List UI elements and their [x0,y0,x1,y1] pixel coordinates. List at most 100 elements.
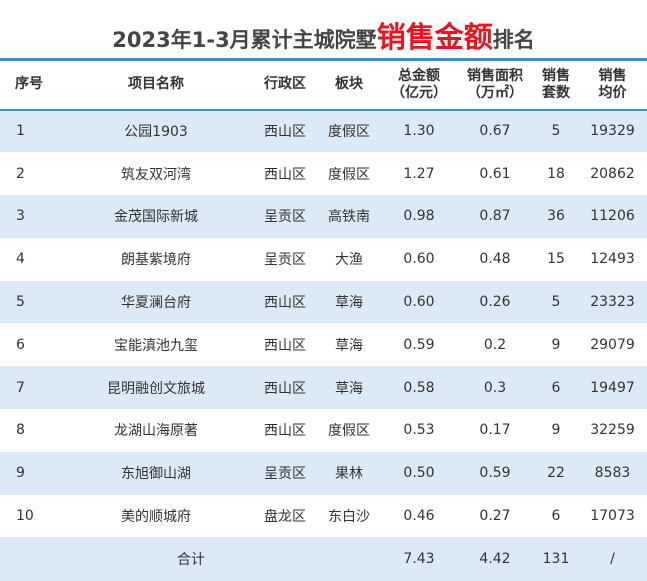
cell-project-name: 龙湖山海原著 [58,409,254,452]
cell-sales-units: 15 [534,238,578,281]
total-avg-price: / [578,537,647,581]
header-sales-units-line: 套数 [534,85,578,102]
cell-project-name: 筑友双河湾 [58,152,254,195]
cell-district: 西山区 [254,366,316,409]
header-rank: 序号 [0,60,58,110]
total-area: 4.42 [456,537,534,581]
header-district: 行政区 [254,60,316,110]
header-total-amount: 总金额（亿元） [382,60,456,110]
cell-sales-area: 0.48 [456,238,534,281]
cell-rank: 10 [0,495,58,538]
cell-sales-units: 9 [534,409,578,452]
cell-avg-price: 8583 [578,452,647,495]
header-sales-units-line: 销售 [534,68,578,85]
cell-avg-price: 29079 [578,323,647,366]
cell-sales-area: 0.17 [456,409,534,452]
cell-sales-area: 0.67 [456,110,534,153]
cell-total-amount: 1.30 [382,110,456,153]
cell-total-amount: 0.46 [382,495,456,538]
cell-district: 西山区 [254,409,316,452]
cell-sales-units: 6 [534,366,578,409]
cell-sales-area: 0.59 [456,452,534,495]
cell-project-name: 昆明融创文旅城 [58,366,254,409]
cell-avg-price: 12493 [578,238,647,281]
cell-rank: 8 [0,409,58,452]
cell-district: 西山区 [254,110,316,153]
cell-block: 高铁南 [316,195,382,238]
cell-avg-price: 20862 [578,152,647,195]
header-rank-line: 序号 [0,76,58,93]
header-project-name-line: 项目名称 [58,76,254,93]
cell-total-amount: 1.27 [382,152,456,195]
cell-avg-price: 23323 [578,281,647,324]
cell-sales-area: 0.26 [456,281,534,324]
header-sales-area: 销售面积（万㎡） [456,60,534,110]
cell-block: 度假区 [316,110,382,153]
cell-district: 西山区 [254,152,316,195]
cell-sales-units: 6 [534,495,578,538]
cell-sales-area: 0.61 [456,152,534,195]
cell-block: 东白沙 [316,495,382,538]
total-amount: 7.43 [382,537,456,581]
header-avg-price-line: 销售 [578,68,647,85]
cell-total-amount: 0.58 [382,366,456,409]
cell-rank: 2 [0,152,58,195]
cell-sales-units: 9 [534,323,578,366]
header-sales-area-line: 销售面积 [456,68,534,85]
cell-block: 草海 [316,281,382,324]
cell-rank: 4 [0,238,58,281]
header-total-amount-line: 总金额 [382,68,456,85]
cell-block: 果林 [316,452,382,495]
cell-avg-price: 19329 [578,110,647,153]
cell-sales-area: 0.2 [456,323,534,366]
cell-district: 盘龙区 [254,495,316,538]
total-units: 131 [534,537,578,581]
cell-total-amount: 0.60 [382,281,456,324]
cell-sales-units: 22 [534,452,578,495]
title-highlight: 销售金额 [377,20,493,54]
cell-project-name: 华夏澜台府 [58,281,254,324]
cell-project-name: 公园1903 [58,110,254,153]
header-avg-price-line: 均价 [578,85,647,102]
cell-rank: 6 [0,323,58,366]
cell-total-amount: 0.53 [382,409,456,452]
cell-rank: 3 [0,195,58,238]
cell-project-name: 朗基紫境府 [58,238,254,281]
page-title: 2023年1-3月累计主城院墅销售金额排名 [0,0,647,58]
cell-rank: 5 [0,281,58,324]
header-sales-units: 销售套数 [534,60,578,110]
total-label: 合计 [0,537,382,581]
cell-sales-units: 5 [534,281,578,324]
header-block: 板块 [316,60,382,110]
cell-block: 草海 [316,323,382,366]
cell-sales-units: 36 [534,195,578,238]
cell-project-name: 东旭御山湖 [58,452,254,495]
cell-district: 西山区 [254,323,316,366]
cell-district: 西山区 [254,281,316,324]
cell-avg-price: 11206 [578,195,647,238]
table-header: 序号项目名称行政区板块总金额（亿元）销售面积（万㎡）销售套数销售均价 [0,60,647,110]
cell-rank: 1 [0,110,58,153]
cell-district: 呈贡区 [254,452,316,495]
header-total-amount-line: （亿元） [382,85,456,102]
header-block-line: 板块 [316,76,382,93]
cell-sales-units: 5 [534,110,578,153]
cell-rank: 7 [0,366,58,409]
cell-sales-area: 0.3 [456,366,534,409]
cell-project-name: 金茂国际新城 [58,195,254,238]
cell-rank: 9 [0,452,58,495]
cell-sales-units: 18 [534,152,578,195]
cell-total-amount: 0.50 [382,452,456,495]
cell-avg-price: 32259 [578,409,647,452]
cell-district: 呈贡区 [254,195,316,238]
header-avg-price: 销售均价 [578,60,647,110]
